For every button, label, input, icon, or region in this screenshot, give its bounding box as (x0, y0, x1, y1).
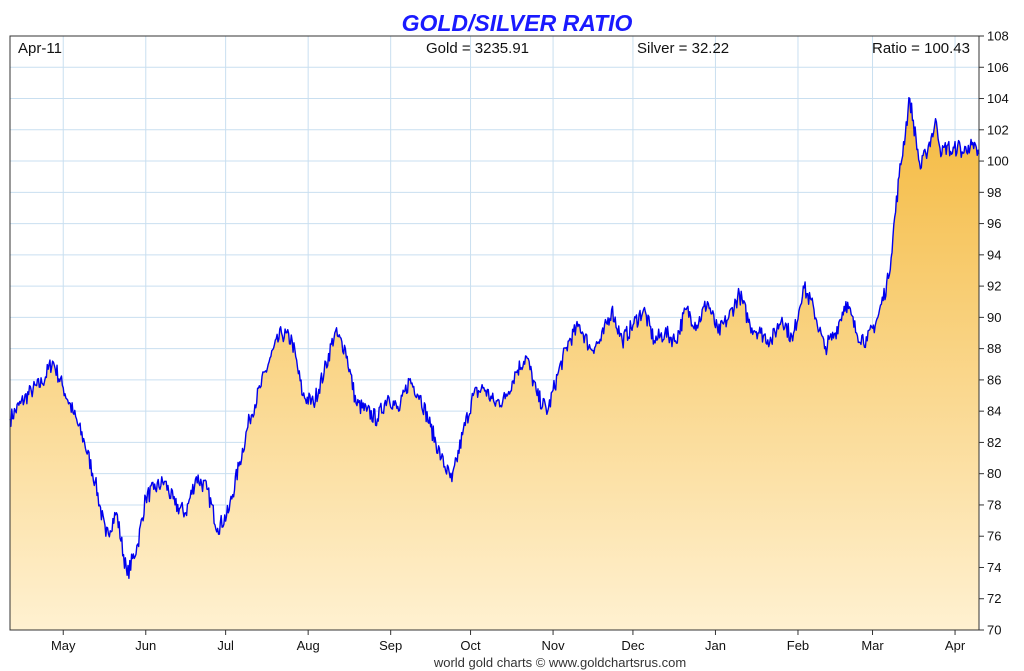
y-tick-label: 90 (987, 310, 1001, 325)
y-tick-label: 70 (987, 623, 1001, 638)
y-tick-label: 98 (987, 185, 1001, 200)
y-tick-label: 76 (987, 529, 1001, 544)
x-axis: May Jun Jul Aug Sep Oct Nov Dec Jan Feb Mar Apr (51, 630, 966, 653)
y-tick-label: 94 (987, 247, 1001, 262)
x-tick-label: Sep (379, 638, 402, 653)
y-tick-label: 92 (987, 279, 1001, 294)
y-tick-label: 86 (987, 372, 1001, 387)
x-tick-label: Aug (297, 638, 320, 653)
x-tick-label: Oct (460, 638, 481, 653)
y-axis: 70 72 74 76 78 80 82 84 86 88 90 92 94 96 98 100 102 104 1… (979, 29, 1009, 638)
x-tick-label: May (51, 638, 76, 653)
header-date: Apr-11 (18, 40, 62, 57)
x-tick-label: Jun (135, 638, 156, 653)
x-tick-label: Jul (217, 638, 234, 653)
header-gold-price: Gold = 3235.91 (426, 40, 529, 57)
y-tick-label: 78 (987, 497, 1001, 512)
x-tick-label: Apr (945, 638, 966, 653)
x-tick-label: Nov (542, 638, 566, 653)
y-tick-label: 100 (987, 154, 1009, 169)
ratio-area-fill (10, 97, 979, 630)
x-tick-label: Jan (705, 638, 726, 653)
y-tick-label: 74 (987, 560, 1001, 575)
x-tick-label: Feb (787, 638, 809, 653)
header-ratio-value: Ratio = 100.43 (872, 40, 970, 57)
y-tick-label: 106 (987, 60, 1009, 75)
y-tick-label: 88 (987, 341, 1001, 356)
y-tick-label: 96 (987, 216, 1001, 231)
x-tick-label: Mar (861, 638, 884, 653)
y-tick-label: 80 (987, 466, 1001, 481)
chart-credit: world gold charts © www.goldchartsrus.co… (433, 655, 686, 670)
y-tick-label: 102 (987, 122, 1009, 137)
header-silver-price: Silver = 32.22 (637, 40, 729, 57)
plot-border (9, 35, 980, 631)
ratio-line (9, 97, 980, 580)
x-tick-label: Dec (621, 638, 645, 653)
y-tick-label: 104 (987, 91, 1009, 106)
y-tick-label: 72 (987, 591, 1001, 606)
y-tick-label: 82 (987, 435, 1001, 450)
chart-title: GOLD/SILVER RATIO (402, 10, 633, 36)
y-tick-label: 108 (987, 29, 1009, 44)
y-tick-label: 84 (987, 404, 1001, 419)
